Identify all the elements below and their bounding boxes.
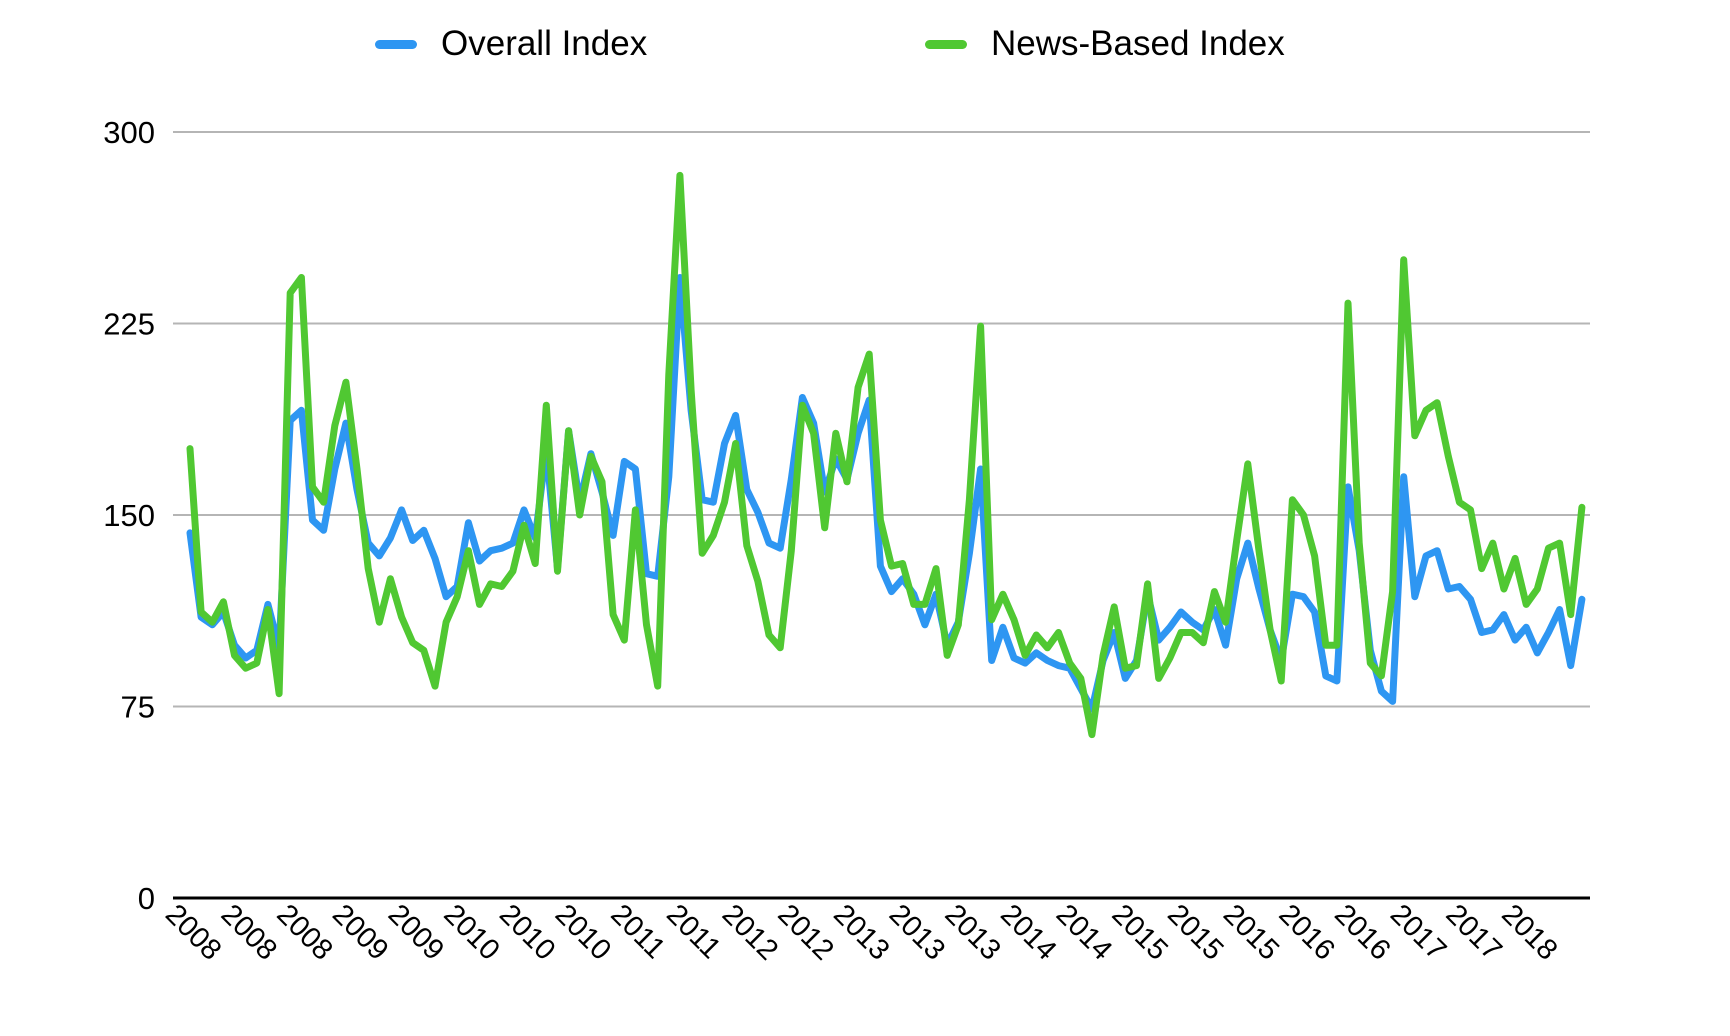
x-tick-label-2018-24: 2018 <box>1495 898 1563 966</box>
x-tick-label-2012-11: 2012 <box>771 898 839 966</box>
y-tick-label-150: 150 <box>103 498 155 533</box>
x-tick-label-2008-2: 2008 <box>270 898 338 966</box>
x-tick-label-2015-17: 2015 <box>1106 898 1174 966</box>
y-tick-label-75: 75 <box>121 690 155 725</box>
x-tick-label-2014-16: 2014 <box>1050 898 1118 966</box>
news-based-index-swatch-icon <box>925 39 967 49</box>
x-tick-label-2014-15: 2014 <box>994 898 1062 966</box>
x-tick-label-2010-5: 2010 <box>437 898 505 966</box>
x-tick-label-2013-12: 2013 <box>827 898 895 966</box>
legend-item-news-based-index[interactable]: News-Based Index <box>925 22 1285 66</box>
x-tick-label-2008-0: 2008 <box>159 898 227 966</box>
overall-index-swatch-icon <box>375 39 417 49</box>
legend-item-overall-index[interactable]: Overall Index <box>375 22 647 66</box>
overall-indexline <box>186 274 1586 713</box>
x-tick-label-2013-13: 2013 <box>883 898 951 966</box>
news-based-indexline <box>186 171 1586 739</box>
x-tick-label-2008-1: 2008 <box>215 898 283 966</box>
x-tick-label-2010-7: 2010 <box>549 898 617 966</box>
x-tick-label-2017-22: 2017 <box>1384 898 1452 966</box>
x-tick-label-2011-8: 2011 <box>604 898 671 965</box>
x-tick-label-2009-3: 2009 <box>326 898 394 966</box>
y-tick-label-225: 225 <box>103 307 155 342</box>
x-tick-label-2012-10: 2012 <box>716 898 784 966</box>
legend-label-news-based-index: News-Based Index <box>991 24 1285 63</box>
x-tick-label-2016-21: 2016 <box>1328 898 1396 966</box>
x-tick-label-2015-19: 2015 <box>1217 898 1285 966</box>
x-tick-label-2009-4: 2009 <box>382 898 450 966</box>
legend-label-overall-index: Overall Index <box>441 24 648 63</box>
y-tick-label-0: 0 <box>138 881 155 916</box>
x-tick-label-2010-6: 2010 <box>493 898 561 966</box>
x-tick-label-2011-9: 2011 <box>660 898 727 965</box>
x-tick-label-2015-18: 2015 <box>1161 898 1229 966</box>
x-tick-label-2013-14: 2013 <box>939 898 1007 966</box>
x-tick-label-2017-23: 2017 <box>1440 898 1508 966</box>
y-tick-label-300: 300 <box>103 115 155 150</box>
x-tick-label-2016-20: 2016 <box>1273 898 1341 966</box>
